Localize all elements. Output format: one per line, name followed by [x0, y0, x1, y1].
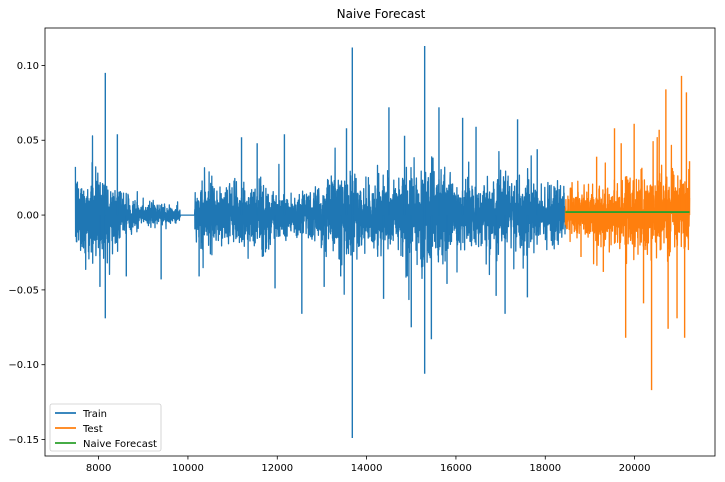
- x-tick-label: 10000: [172, 463, 204, 474]
- y-axis: 0.10 0.05 0.00 −0.05 −0.10 −0.15: [8, 61, 45, 446]
- chart-title: Naive Forecast: [337, 7, 426, 21]
- y-tick-label: 0.00: [17, 211, 39, 222]
- plot-frame: [44, 27, 716, 457]
- series-test: [564, 75, 691, 391]
- x-tick-label: 20000: [619, 463, 651, 474]
- legend: Train Test Naive Forecast: [49, 403, 162, 452]
- x-tick-label: 16000: [440, 463, 472, 474]
- x-tick-label: 8000: [86, 463, 111, 474]
- y-tick-label: −0.15: [8, 435, 39, 446]
- y-tick-label: 0.10: [17, 61, 39, 72]
- y-tick-label: 0.05: [17, 136, 39, 147]
- x-axis: 8000 10000 12000 14000 16000 18000 20000: [86, 456, 651, 474]
- series-path: [74, 135, 566, 301]
- series-train: [74, 45, 566, 439]
- legend-label-train: Train: [82, 409, 107, 420]
- y-tick-label: −0.10: [8, 360, 39, 371]
- legend-label-naive-forecast: Naive Forecast: [83, 439, 157, 450]
- y-tick-label: −0.05: [8, 285, 39, 296]
- series-layer: [74, 45, 691, 439]
- x-tick-label: 14000: [351, 463, 383, 474]
- x-tick-label: 18000: [529, 463, 561, 474]
- legend-label-test: Test: [82, 424, 103, 435]
- legend-box: [49, 403, 162, 452]
- x-tick-label: 12000: [261, 463, 293, 474]
